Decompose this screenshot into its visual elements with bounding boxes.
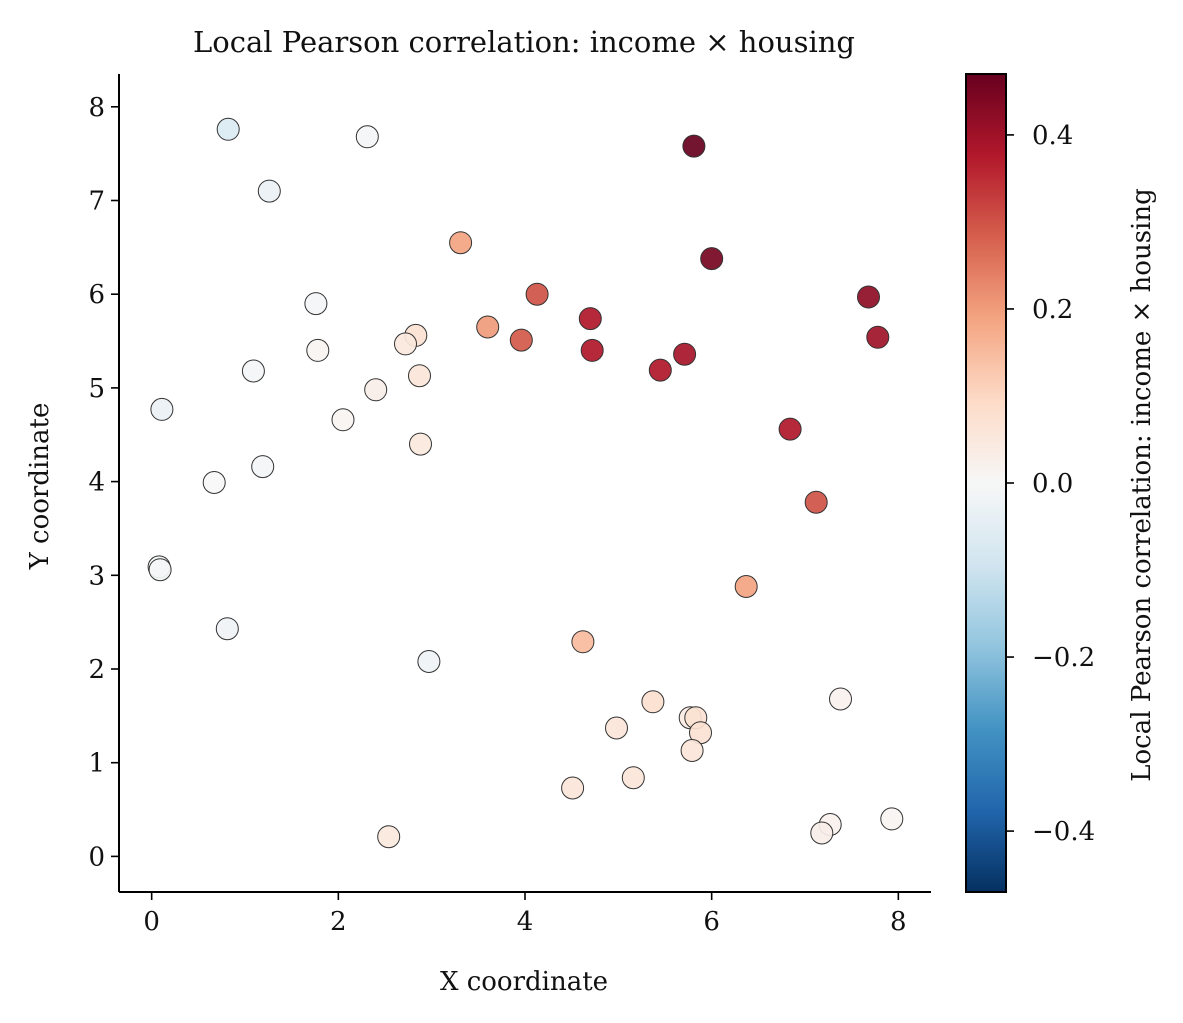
points-layer <box>147 117 904 849</box>
data-point-17 <box>673 342 697 366</box>
x-tick-label: 2 <box>330 907 347 937</box>
data-point-1 <box>355 125 379 149</box>
data-point-36 <box>641 690 665 714</box>
y-tick-label: 8 <box>88 93 105 123</box>
data-point-16 <box>580 338 604 362</box>
data-point-37 <box>605 716 628 740</box>
data-point-4 <box>700 247 724 271</box>
data-point-6 <box>525 282 549 306</box>
data-point-44 <box>880 807 904 831</box>
data-point-42 <box>621 766 645 790</box>
data-point-3 <box>682 134 706 158</box>
data-point-15 <box>306 338 330 362</box>
data-point-26 <box>251 455 275 479</box>
data-point-14 <box>394 332 417 356</box>
data-point-7 <box>857 285 880 309</box>
data-point-23 <box>331 408 355 432</box>
data-point-19 <box>241 359 265 383</box>
data-point-34 <box>417 650 441 673</box>
colorbar-tick-label: 0.2 <box>1032 295 1073 325</box>
x-tick-label: 6 <box>703 907 720 937</box>
data-point-41 <box>680 739 704 762</box>
y-tick-label: 6 <box>88 280 105 310</box>
data-point-2 <box>257 179 281 203</box>
data-point-22 <box>150 397 174 421</box>
data-point-43 <box>561 776 585 800</box>
data-point-21 <box>364 378 388 402</box>
data-point-5 <box>449 231 473 255</box>
y-ticks: 0 1 2 3 4 5 6 7 8 <box>88 93 119 872</box>
data-point-25 <box>409 432 432 456</box>
data-point-31 <box>734 575 758 598</box>
x-tick-label: 8 <box>890 907 907 937</box>
colorbar-tick-label: 0.0 <box>1032 469 1073 499</box>
data-point-11 <box>476 315 500 339</box>
data-point-18 <box>648 358 672 382</box>
colorbar-tick-label: 0.4 <box>1032 121 1073 151</box>
data-point-30 <box>148 558 172 582</box>
data-point-28 <box>804 490 828 514</box>
data-point-20 <box>408 364 431 388</box>
y-tick-label: 2 <box>88 655 105 685</box>
chart-title: Local Pearson correlation: income × hous… <box>193 25 855 59</box>
data-point-33 <box>571 630 595 654</box>
colorbar <box>965 73 1007 893</box>
y-tick-label: 4 <box>88 468 105 498</box>
data-point-35 <box>829 687 852 711</box>
x-tick-label: 0 <box>143 907 160 937</box>
y-tick-label: 5 <box>88 374 105 404</box>
data-point-47 <box>377 825 401 849</box>
data-point-27 <box>202 471 226 494</box>
data-point-8 <box>866 325 890 349</box>
colorbar-label: Local Pearson correlation: income × hous… <box>1127 188 1157 782</box>
data-point-24 <box>778 417 802 441</box>
data-point-32 <box>215 617 239 641</box>
x-tick-label: 4 <box>517 907 534 937</box>
y-tick-label: 3 <box>88 561 105 591</box>
data-point-10 <box>578 307 602 331</box>
y-tick-label: 7 <box>88 186 105 216</box>
data-point-0 <box>216 117 240 141</box>
data-point-12 <box>509 328 533 352</box>
x-ticks: 0 2 4 6 8 <box>143 892 907 937</box>
y-tick-label: 1 <box>88 749 105 779</box>
x-axis-label: X coordinate <box>440 967 608 997</box>
data-point-9 <box>304 292 328 316</box>
colorbar-ticks: −0.4 −0.2 0.0 0.2 0.4 <box>1006 121 1095 847</box>
y-axis-label: Y coordinate <box>25 403 55 571</box>
colorbar-tick-label: −0.4 <box>1032 817 1095 847</box>
data-point-46 <box>810 821 834 845</box>
colorbar-tick-label: −0.2 <box>1032 643 1095 673</box>
y-tick-label: 0 <box>88 842 105 872</box>
